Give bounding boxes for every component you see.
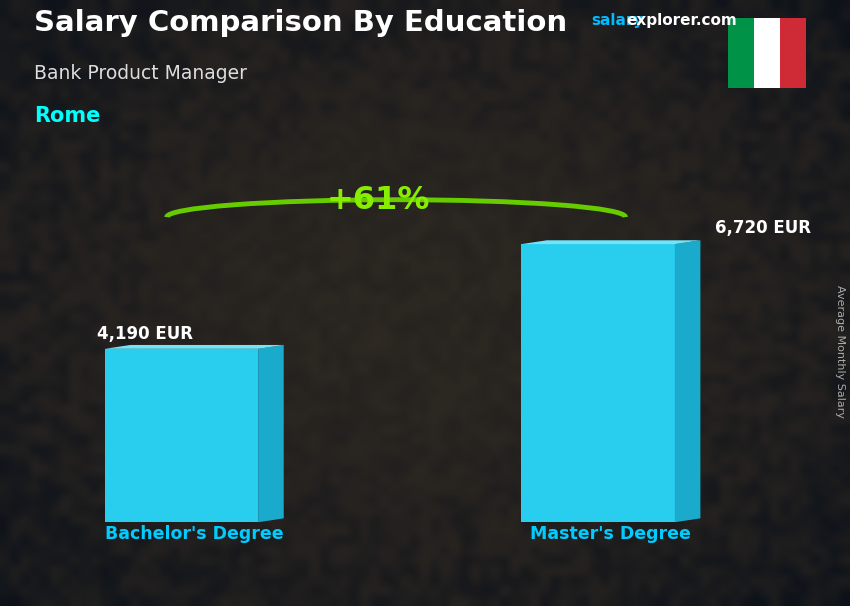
Text: 4,190 EUR: 4,190 EUR	[97, 325, 193, 342]
Text: salary: salary	[591, 13, 643, 28]
Text: explorer.com: explorer.com	[626, 13, 737, 28]
Text: Bachelor's Degree: Bachelor's Degree	[105, 525, 284, 544]
Bar	[728, 18, 754, 88]
Bar	[105, 349, 258, 522]
Text: 6,720 EUR: 6,720 EUR	[715, 219, 811, 237]
Bar	[521, 244, 675, 522]
Text: Average Monthly Salary: Average Monthly Salary	[835, 285, 845, 418]
Bar	[754, 18, 779, 88]
Polygon shape	[521, 240, 700, 244]
Text: Master's Degree: Master's Degree	[530, 525, 691, 544]
Text: Rome: Rome	[34, 106, 100, 126]
Polygon shape	[675, 240, 700, 522]
Polygon shape	[105, 345, 284, 349]
Bar	[779, 18, 806, 88]
Text: Salary Comparison By Education: Salary Comparison By Education	[34, 9, 567, 37]
Text: Bank Product Manager: Bank Product Manager	[34, 64, 247, 82]
Polygon shape	[258, 345, 284, 522]
Text: +61%: +61%	[326, 185, 429, 216]
